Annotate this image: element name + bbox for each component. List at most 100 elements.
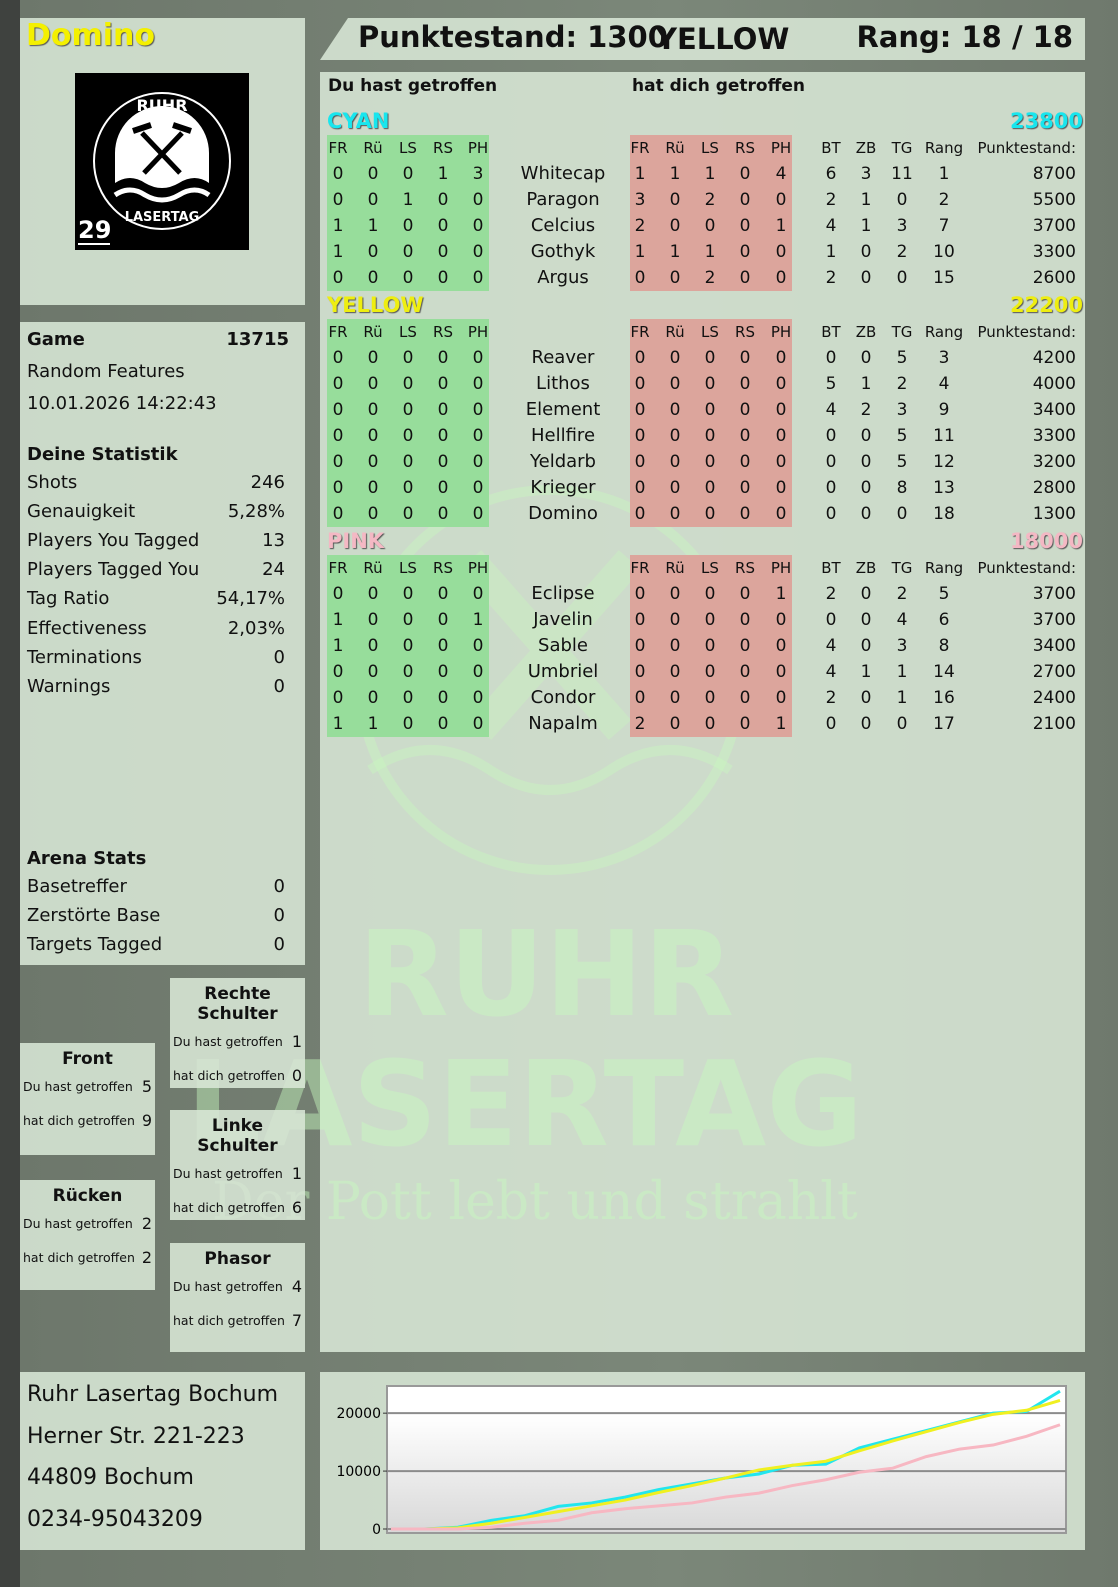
stat-cell: 14 — [933, 662, 955, 682]
col-header: BT — [821, 323, 841, 341]
game-mode: Random Features — [27, 361, 185, 382]
player-score-cell: 2700 — [1032, 662, 1076, 682]
hit-you-cell: 0 — [775, 400, 787, 420]
stat-row: Players Tagged You 24 — [27, 559, 285, 580]
stat-cell: 1 — [896, 662, 908, 682]
hit-you-cell: 0 — [634, 688, 646, 708]
stat-cell: 3 — [896, 400, 908, 420]
stat-cell: 16 — [933, 688, 955, 708]
you-hit-cell: 0 — [332, 348, 344, 368]
header-bar — [320, 18, 1085, 60]
hit-you-cell: 0 — [739, 688, 751, 708]
you-hit-cell: 0 — [367, 610, 379, 630]
you-hit-cell: 0 — [332, 662, 344, 682]
hit-you-cell: 0 — [704, 688, 716, 708]
stat-cell: 9 — [938, 400, 950, 420]
player-name-cell: Gothyk — [530, 241, 596, 262]
hit-you-cell: 0 — [775, 374, 787, 394]
stat-cell: 2 — [825, 584, 837, 604]
address-line: 44809 Bochum — [27, 1465, 194, 1490]
you-hit-cell: 0 — [402, 636, 414, 656]
hit-you-cell: 1 — [704, 242, 716, 262]
hit-you-cell: 0 — [775, 452, 787, 472]
hit-you-cell: 0 — [634, 400, 646, 420]
col-header: Rang — [924, 559, 964, 577]
hit-you-cell: 0 — [739, 190, 751, 210]
stat-cell: 0 — [860, 636, 872, 656]
hit-zone-phasor: Phasor Du hast getroffen 4 hat dich getroff… — [170, 1243, 305, 1352]
zone-hit-you: hat dich getroffen 7 — [170, 1303, 305, 1337]
zone-title: Rücken — [52, 1186, 123, 1206]
stat-cell: 0 — [860, 348, 872, 368]
hit-you-cell: 0 — [775, 190, 787, 210]
stat-cell: 0 — [860, 610, 872, 630]
you-hit-cell: 0 — [367, 452, 379, 472]
stat-cell: 0 — [825, 610, 837, 630]
team-score: 23800 — [1009, 109, 1083, 133]
you-hit-cell: 0 — [437, 688, 449, 708]
hit-you-cell: 0 — [634, 662, 646, 682]
hit-you-cell: 0 — [634, 268, 646, 288]
stat-cell: 4 — [938, 374, 950, 394]
hit-you-cell: 0 — [669, 504, 681, 524]
you-hit-cell: 0 — [437, 610, 449, 630]
hit-you-cell: 0 — [775, 662, 787, 682]
hit-zone-rechte-schulter: Rechte Schulter Du hast getroffen 1 hat dic… — [170, 978, 305, 1088]
zone-value: 4 — [291, 1276, 302, 1296]
stat-label: Zerstörte Base — [27, 905, 161, 926]
game-panel — [20, 322, 305, 965]
you-hit-cell: 0 — [332, 584, 344, 604]
col-header: Rang — [924, 139, 964, 157]
stat-cell: 3 — [896, 636, 908, 656]
zone-title: Rechte Schulter — [197, 984, 278, 1024]
you-hit-title: Du hast getroffen — [328, 76, 498, 96]
hit-you-cell: 0 — [739, 348, 751, 368]
game-label: Game — [27, 329, 85, 350]
stat-label: Players Tagged You — [27, 559, 200, 581]
player-score-cell: 3200 — [1032, 452, 1076, 472]
hit-zone-linke-schulter: Linke Schulter Du hast getroffen 1 hat dich… — [170, 1110, 305, 1220]
zone-label: hat dich getroffen — [173, 1312, 285, 1328]
hit-you-cell: 0 — [739, 662, 751, 682]
col-header-score: Punktestand: — [977, 323, 1076, 341]
zone-value: 9 — [141, 1110, 152, 1130]
you-hit-cell: 0 — [367, 190, 379, 210]
player-name-cell: Yeldarb — [530, 451, 596, 472]
hit-you-cell: 1 — [775, 584, 787, 604]
team-name: CYAN — [327, 109, 390, 133]
arena-title: Arena Stats — [27, 848, 147, 869]
player-score-cell: 4000 — [1032, 374, 1076, 394]
stat-label: Effectiveness — [27, 617, 147, 639]
zone-label: hat dich getroffen — [173, 1199, 285, 1215]
col-header: ZB — [855, 559, 877, 577]
hit-you-cell: 2 — [634, 216, 646, 236]
you-hit-cell: 0 — [402, 374, 414, 394]
zone-value: 6 — [291, 1197, 302, 1217]
hit-you-cell: 0 — [775, 242, 787, 262]
stat-label: Terminations — [27, 646, 142, 668]
hit-you-cell: 0 — [669, 216, 681, 236]
you-hit-cell: 0 — [437, 242, 449, 262]
col-header: Rü — [363, 323, 383, 341]
player-name-cell: Argus — [537, 267, 589, 288]
stat-cell: 6 — [825, 164, 837, 184]
hit-you-cell: 0 — [669, 714, 681, 734]
you-hit-cell: 0 — [472, 504, 484, 524]
stat-value: 13 — [262, 530, 285, 552]
you-hit-cell: 0 — [472, 452, 484, 472]
stat-cell: 0 — [860, 504, 872, 524]
col-header: PH — [770, 559, 792, 577]
you-hit-cell: 0 — [332, 504, 344, 524]
col-header: BT — [821, 139, 841, 157]
watermark-slogan: Der Pott lebt und strahlt — [212, 1172, 858, 1232]
col-header: RS — [735, 139, 755, 157]
stat-cell: 3 — [938, 348, 950, 368]
player-score-cell: 3300 — [1032, 426, 1076, 446]
player-name-cell: Hellfire — [530, 425, 596, 446]
stat-label: Genauigkeit — [27, 501, 136, 523]
col-header: Rü — [665, 559, 685, 577]
you-hit-cell: 0 — [402, 504, 414, 524]
stats-title: Deine Statistik — [27, 444, 178, 465]
you-hit-cell: 0 — [367, 504, 379, 524]
hit-you-cell: 0 — [669, 662, 681, 682]
